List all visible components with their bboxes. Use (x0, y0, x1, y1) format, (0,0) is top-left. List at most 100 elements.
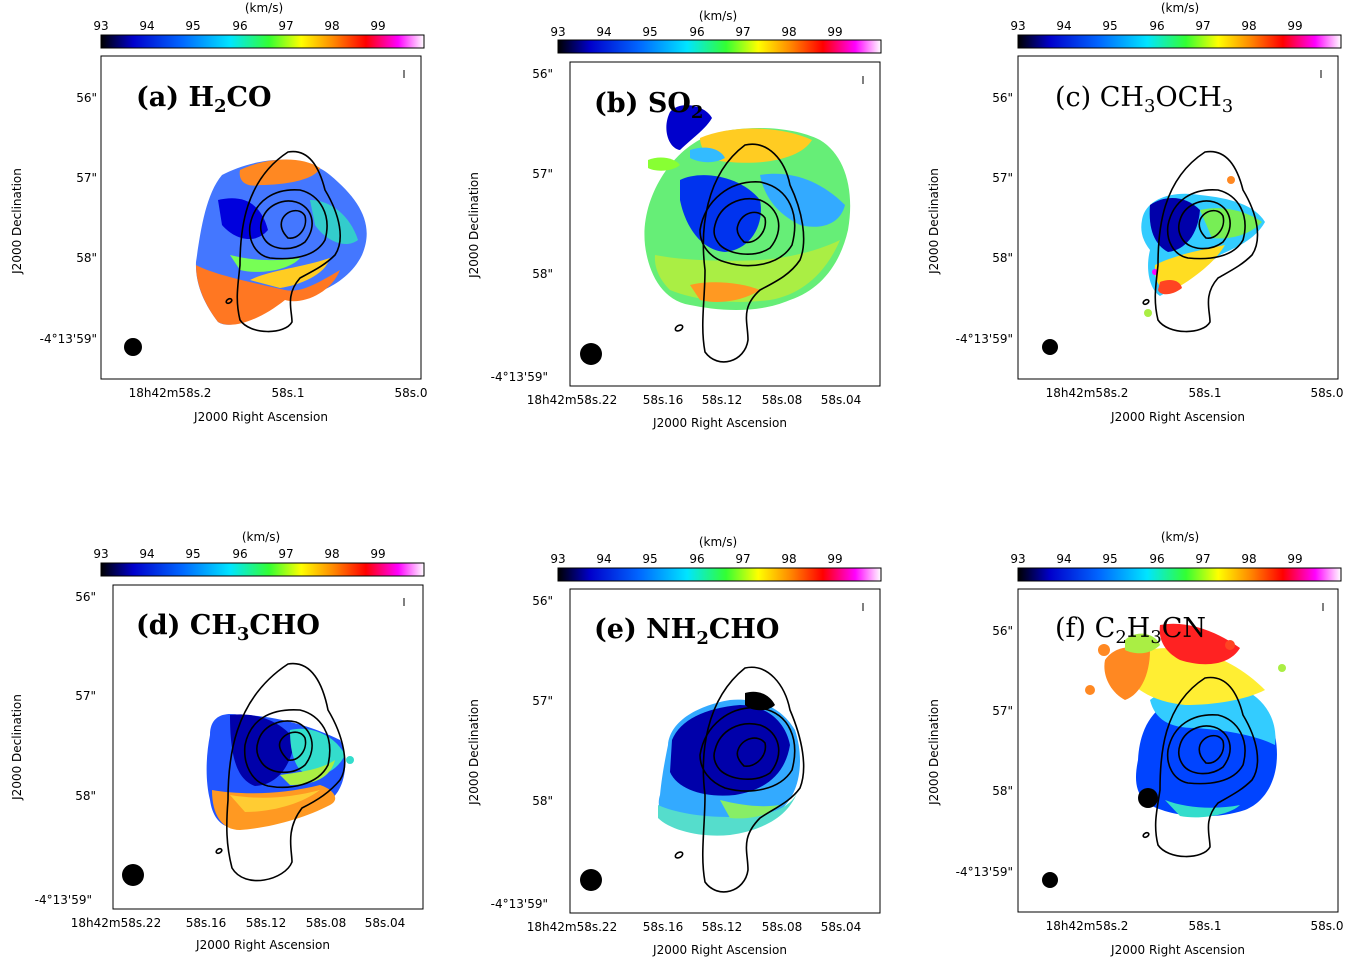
colorbar-tick: 94 (596, 552, 611, 566)
dec-tick: 58" (75, 789, 96, 803)
colorbar-tick: 93 (1010, 552, 1025, 566)
dec-tick: -4°13'59" (491, 370, 548, 384)
colorbar-tick: 93 (93, 547, 108, 561)
colorbar-tick: 94 (1056, 19, 1071, 33)
dec-tick: -4°13'59" (956, 332, 1013, 346)
colorbar-tick: 93 (550, 552, 565, 566)
contours (1142, 150, 1259, 333)
ra-tick-labels: 18h42m58s.2 58s.1 58s.0 (1046, 386, 1344, 400)
colorbar-ticks: 93 94 95 96 97 98 99 (1010, 552, 1302, 566)
dec-tick: -4°13'59" (491, 897, 548, 911)
colorbar-tick: 93 (550, 25, 565, 39)
panel-f: (km/s) 93 94 95 96 97 98 99 (927, 530, 1343, 957)
ra-tick: 58s.04 (821, 920, 862, 934)
panel-e: (km/s) 93 94 95 96 97 98 99 (467, 535, 882, 957)
ra-tick: 58s.1 (272, 386, 305, 400)
dec-tick: 56" (76, 91, 97, 105)
colorbar-tick: 96 (1149, 19, 1164, 33)
ra-tick: 58s.08 (762, 920, 803, 934)
contours (674, 143, 805, 363)
ra-tick: 58s.12 (702, 920, 743, 934)
colorbar-tick: 97 (278, 19, 293, 33)
panel-c: (km/s) 93 94 95 96 97 98 99 (927, 1, 1343, 424)
colorbar (1017, 34, 1342, 49)
colorbar (557, 39, 882, 54)
colorbar (100, 562, 425, 577)
dec-tick: 56" (75, 590, 96, 604)
panel-d: (km/s) 93 94 95 96 97 98 99 (10, 530, 425, 952)
y-axis-label: J2000 Declination (927, 168, 941, 275)
panel-title: (c) CH3OCH3 (1055, 82, 1233, 117)
colorbar-tick: 98 (781, 552, 796, 566)
contours (1142, 676, 1259, 858)
panel-title: (b) SO2 (594, 88, 703, 123)
beam (1042, 339, 1058, 355)
dec-tick: 56" (992, 91, 1013, 105)
dec-tick: 57" (532, 694, 553, 708)
colorbar-tick: 97 (278, 547, 293, 561)
dec-tick: 57" (992, 171, 1013, 185)
beam (580, 343, 602, 365)
x-axis-label: J2000 Right Ascension (195, 938, 330, 952)
y-axis-label: J2000 Declination (10, 694, 24, 801)
colorbar-tick: 95 (1102, 552, 1117, 566)
y-axis-label: J2000 Declination (467, 699, 481, 806)
dec-tick-labels: 56" 57" 58" -4°13'59" (491, 594, 553, 911)
panel-title: (f) C2H3CN (1055, 613, 1206, 648)
dec-tick: 58" (532, 794, 553, 808)
ra-tick: 18h42m58s.2 (129, 386, 212, 400)
dec-tick: 56" (992, 624, 1013, 638)
panel-title: (e) NH2CHO (594, 614, 779, 649)
x-axis-label: J2000 Right Ascension (1110, 943, 1245, 957)
dec-tick: 57" (532, 167, 553, 181)
y-axis-label: J2000 Declination (10, 168, 24, 275)
ra-tick: 58s.04 (821, 393, 862, 407)
dec-tick-labels: 56" 57" 58" -4°13'59" (40, 91, 97, 346)
ra-tick-labels: 18h42m58s.22 58s.16 58s.12 58s.08 58s.04 (71, 916, 406, 930)
dec-tick: 57" (992, 704, 1013, 718)
y-axis-label: J2000 Declination (467, 172, 481, 279)
colorbar-tick: 94 (139, 19, 154, 33)
dec-tick-labels: 56" 57" 58" -4°13'59" (956, 624, 1013, 879)
colorbar-tick: 95 (1102, 19, 1117, 33)
colorbar-unit: (km/s) (1161, 1, 1199, 15)
dec-tick-labels: 56" 57" 58" -4°13'59" (956, 91, 1013, 346)
contours (225, 150, 341, 333)
colorbar-tick: 99 (370, 547, 385, 561)
velocity-map (644, 105, 851, 310)
colorbar-tick: 95 (642, 552, 657, 566)
dec-tick-labels: 56" 57" 58" -4°13'59" (491, 67, 553, 384)
ra-tick-labels: 18h42m58s.2 58s.1 58s.0 (1046, 919, 1344, 933)
colorbar-tick: 99 (1287, 552, 1302, 566)
ra-tick: 58s.16 (643, 920, 684, 934)
colorbar (557, 567, 882, 582)
colorbar-tick: 94 (139, 547, 154, 561)
beam (122, 864, 144, 886)
ra-tick-labels: 18h42m58s.22 58s.16 58s.12 58s.08 58s.04 (527, 393, 862, 407)
dec-tick-labels: 56" 57" 58" -4°13'59" (35, 590, 96, 907)
colorbar-tick: 94 (596, 25, 611, 39)
ra-tick-labels: 18h42m58s.22 58s.16 58s.12 58s.08 58s.04 (527, 920, 862, 934)
beam (1042, 872, 1058, 888)
colorbar-tick: 93 (1010, 19, 1025, 33)
colorbar-tick: 99 (370, 19, 385, 33)
colorbar-tick: 98 (324, 547, 339, 561)
colorbar-tick: 96 (689, 552, 704, 566)
colorbar-ticks: 93 94 95 96 97 98 99 (93, 547, 385, 561)
colorbar-ticks: 93 94 95 96 97 98 99 (93, 19, 385, 33)
colorbar-tick: 97 (1195, 19, 1210, 33)
colorbar-tick: 96 (1149, 552, 1164, 566)
ra-tick: 58s.0 (395, 386, 428, 400)
dec-tick: 58" (532, 267, 553, 281)
dec-tick: -4°13'59" (35, 893, 92, 907)
dec-tick: 58" (992, 784, 1013, 798)
colorbar-tick: 95 (185, 19, 200, 33)
colorbar-tick: 93 (93, 19, 108, 33)
colorbar-tick: 96 (232, 19, 247, 33)
colorbar-tick: 98 (324, 19, 339, 33)
colorbar-tick: 99 (827, 552, 842, 566)
colorbar-tick: 94 (1056, 552, 1071, 566)
x-axis-label: J2000 Right Ascension (1110, 410, 1245, 424)
colorbar-tick: 98 (781, 25, 796, 39)
